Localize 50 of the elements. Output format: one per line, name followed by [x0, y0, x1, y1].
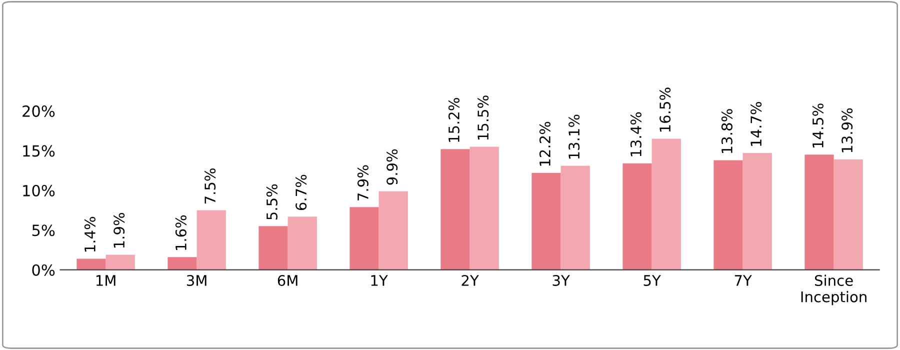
- data-label: 7.9%: [357, 165, 368, 200]
- x-tick-label: 6M: [278, 274, 298, 286]
- x-tick-label: Since Inception: [801, 274, 866, 306]
- data-label: 12.2%: [539, 122, 550, 166]
- bar: [714, 160, 743, 270]
- data-label: 5.5%: [266, 184, 278, 220]
- data-label: 9.9%: [386, 149, 398, 185]
- bar: [288, 216, 317, 270]
- bar: [378, 191, 408, 270]
- bar: [532, 172, 561, 270]
- data-label: 14.7%: [750, 102, 762, 146]
- x-tick-label: 3Y: [552, 274, 570, 286]
- x-tick-label: 2Y: [462, 274, 479, 286]
- data-label: 16.5%: [660, 88, 671, 132]
- data-label: 1.4%: [84, 216, 96, 252]
- bar: [350, 207, 379, 270]
- bar: [560, 166, 590, 270]
- data-label: 13.1%: [568, 114, 580, 159]
- bar: [742, 153, 772, 270]
- x-tick-label: 3M: [186, 274, 206, 286]
- data-label: 14.5%: [812, 104, 824, 148]
- y-tick-label: 10%: [23, 184, 55, 196]
- data-label: 13.9%: [842, 108, 853, 152]
- bar: [168, 257, 197, 270]
- bar: [622, 163, 652, 270]
- bar: [196, 210, 226, 270]
- data-label: 13.4%: [630, 112, 642, 156]
- bar: [470, 146, 499, 270]
- x-tick-label: 1Y: [371, 275, 388, 286]
- bar: [106, 254, 135, 270]
- x-tick-label: 5Y: [644, 275, 661, 286]
- x-tick-label: 1M: [96, 275, 116, 286]
- y-tick-label: 5%: [32, 224, 55, 236]
- bar: [804, 154, 834, 270]
- bar: [76, 258, 106, 270]
- bar: [652, 138, 681, 270]
- y-tick-label: 0%: [32, 264, 55, 276]
- y-tick-label: 20%: [22, 105, 55, 117]
- data-label: 15.5%: [478, 96, 489, 140]
- data-label: 13.8%: [721, 109, 732, 154]
- bar: [834, 159, 863, 270]
- bar: [440, 149, 470, 270]
- bar: [258, 226, 288, 270]
- data-label: 6.7%: [296, 174, 307, 210]
- data-label: 7.5%: [204, 168, 216, 204]
- x-tick-label: 7Y: [734, 275, 752, 286]
- y-tick-label: 15%: [23, 145, 55, 157]
- data-label: 1.9%: [114, 212, 125, 248]
- data-label: 15.2%: [448, 98, 460, 142]
- data-label: 1.6%: [175, 215, 186, 250]
